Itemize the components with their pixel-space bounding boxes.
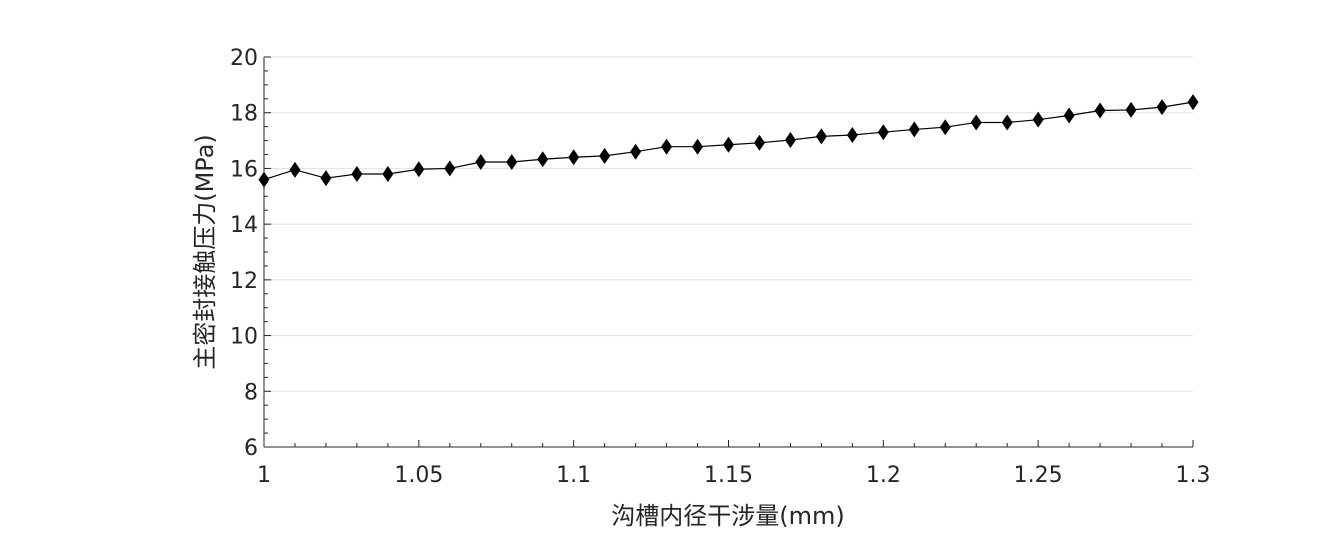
y-tick-label: 6: [244, 436, 258, 461]
diamond-marker: [815, 128, 827, 145]
x-axis-title: 沟槽内径干涉量(mm): [611, 502, 844, 530]
y-axis-ticks: 6 8 10 12 14 16 18 20: [230, 46, 271, 461]
x-tick-label: 1.3: [1176, 463, 1211, 488]
diamond-marker: [1032, 111, 1044, 128]
diamond-marker: [537, 151, 549, 168]
diamond-marker: [1156, 99, 1168, 116]
diamond-marker: [908, 121, 920, 138]
diamond-marker: [753, 134, 765, 151]
diamond-marker: [568, 149, 580, 166]
x-tick-label: 1.05: [394, 463, 443, 488]
diamond-marker: [661, 138, 673, 155]
diamond-marker: [939, 119, 951, 136]
grid-lines: [264, 56, 1193, 392]
x-tick-label: 1.15: [704, 463, 753, 488]
diamond-marker: [320, 170, 332, 187]
diamond-marker: [351, 166, 363, 182]
diamond-marker: [1001, 114, 1013, 131]
x-tick-label: 1: [257, 463, 271, 488]
y-tick-label: 20: [230, 46, 258, 71]
diamond-marker: [1094, 102, 1106, 119]
diamond-marker: [475, 154, 487, 171]
y-tick-label: 12: [230, 269, 258, 294]
diamond-marker: [846, 127, 858, 143]
diamond-marker: [258, 171, 270, 188]
y-axis-title: 主密封接触压力(MPa): [191, 134, 219, 370]
data-series: [258, 94, 1199, 188]
x-tick-label: 1.2: [866, 463, 901, 488]
diamond-marker: [444, 160, 456, 177]
y-tick-label: 18: [230, 102, 258, 127]
diamond-marker: [1187, 94, 1199, 111]
diamond-marker: [784, 132, 796, 149]
diamond-marker: [723, 136, 734, 153]
diamond-marker: [970, 114, 982, 131]
diamond-marker: [1063, 107, 1075, 124]
y-tick-label: 14: [230, 213, 258, 238]
y-tick-label: 8: [244, 380, 258, 405]
diamond-marker: [1125, 101, 1137, 118]
diamond-marker: [382, 166, 394, 182]
x-tick-label: 1.25: [1014, 463, 1063, 488]
x-tick-label: 1.1: [556, 463, 591, 488]
axes: [263, 57, 1193, 448]
y-tick-label: 16: [230, 157, 258, 182]
diamond-marker: [506, 154, 518, 171]
y-tick-label: 10: [230, 325, 258, 350]
x-axis-ticks: 1 1.05 1.1 1.15 1.2 1.25 1.3: [257, 440, 1211, 488]
diamond-marker: [289, 161, 301, 178]
diamond-marker: [877, 124, 889, 141]
diamond-marker: [630, 143, 642, 160]
diamond-marker: [413, 161, 425, 178]
diamond-marker: [599, 147, 611, 164]
diamond-marker: [692, 138, 704, 155]
